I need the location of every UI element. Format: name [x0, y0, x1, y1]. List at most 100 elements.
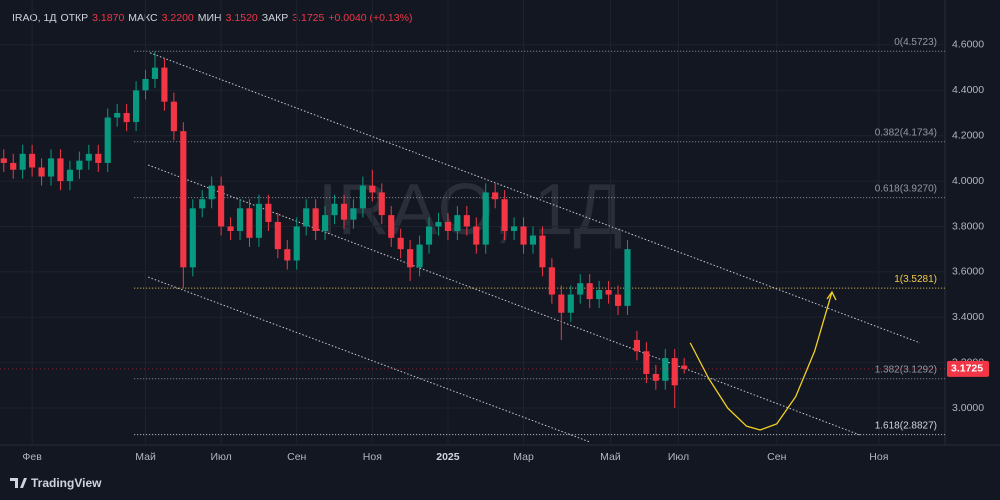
- field-label: МАКС: [128, 12, 158, 24]
- candle-body: [303, 208, 310, 227]
- field-value: 3.1725: [292, 12, 324, 24]
- candle-body: [331, 203, 338, 216]
- candle-body: [293, 226, 300, 261]
- candle-body: [236, 208, 244, 232]
- candle-body: [558, 294, 565, 313]
- last-price-tag: [947, 360, 989, 377]
- candle-body: [265, 203, 272, 222]
- channel-line: [149, 52, 921, 344]
- candle-body: [161, 67, 168, 102]
- x-tick-label: Июл: [668, 451, 689, 463]
- candle-body: [492, 192, 499, 200]
- x-tick-label: Фев: [22, 451, 42, 463]
- candle-body: [10, 162, 17, 170]
- y-tick-label: 4.2000: [952, 129, 984, 141]
- candle-body: [614, 294, 622, 306]
- candle-body: [312, 208, 319, 232]
- y-tick-label: 3.8000: [952, 220, 984, 232]
- candle-body: [170, 101, 177, 132]
- candle-body: [359, 185, 366, 209]
- x-tick-label: Ноя: [869, 451, 888, 463]
- x-tick-label: Сен: [767, 451, 786, 463]
- y-tick-label: 3.6000: [952, 266, 984, 278]
- candle-body: [66, 169, 74, 182]
- fib-label: 0.618(3.9270): [875, 183, 937, 194]
- candle-body: [369, 185, 376, 193]
- projection-arrowhead: [826, 290, 837, 301]
- candle-body: [548, 267, 555, 295]
- fib-label: 0(4.5723): [894, 37, 937, 48]
- candle-body: [199, 199, 206, 209]
- x-tick-label: Май: [135, 451, 156, 463]
- candle-body: [208, 185, 215, 200]
- candle-body: [577, 283, 584, 295]
- candle-body: [463, 215, 470, 227]
- candle-body: [473, 226, 480, 245]
- candle-body: [671, 358, 678, 386]
- candle-body: [482, 192, 489, 245]
- x-tick-label: 2025: [436, 451, 460, 463]
- candle-body: [444, 221, 452, 232]
- field-label: МИН: [198, 12, 222, 24]
- fib-label: 1.618(2.8827): [875, 420, 937, 431]
- candle-body: [586, 283, 593, 300]
- projection-curve: [689, 291, 833, 431]
- candle-body: [633, 339, 641, 352]
- candle-body: [255, 203, 263, 238]
- candle-body: [274, 221, 281, 250]
- candle-body: [652, 373, 659, 381]
- candle-body: [142, 78, 149, 91]
- candle-body: [435, 221, 442, 227]
- candle-body: [322, 215, 329, 232]
- channel-line: [148, 276, 591, 443]
- candle-body: [624, 249, 631, 306]
- candle-body: [38, 167, 45, 177]
- fib-label: 1(3.5281): [894, 274, 937, 285]
- candle-body: [180, 131, 187, 268]
- candle-body: [76, 160, 83, 170]
- candle-body: [681, 365, 688, 369]
- candle-body: [123, 113, 130, 123]
- field-value: 3.2200: [162, 12, 194, 24]
- candle-body: [388, 215, 395, 238]
- candle-body: [29, 153, 36, 168]
- candle-body: [19, 153, 26, 170]
- candle-body: [47, 158, 55, 177]
- x-tick-label: Мар: [513, 451, 534, 463]
- field-value: 3.1520: [226, 12, 258, 24]
- candle-body: [529, 235, 537, 245]
- fib-label: 1.382(3.1292): [875, 364, 937, 375]
- candle-body: [605, 290, 612, 295]
- field-value: 3.1870: [92, 12, 124, 24]
- y-tick-label: 3.0000: [952, 402, 984, 414]
- x-tick-label: Сен: [287, 451, 306, 463]
- candle-body: [407, 249, 414, 268]
- candle-body: [340, 203, 348, 220]
- y-tick-label: 3.4000: [952, 311, 984, 323]
- candle-body: [133, 90, 140, 123]
- candle-body: [511, 226, 518, 232]
- candle-body: [114, 113, 121, 118]
- brand-logo: [10, 478, 27, 488]
- candle-body: [284, 249, 291, 261]
- x-tick-label: Июл: [210, 451, 231, 463]
- candle-body: [397, 237, 404, 250]
- x-tick-label: Ноя: [363, 451, 382, 463]
- change: +0.0040 (+0.13%): [328, 12, 412, 24]
- candle-body: [85, 153, 92, 161]
- field-label: ОТКР: [60, 12, 88, 24]
- candle-body: [246, 208, 253, 238]
- candle-body: [95, 153, 102, 163]
- y-tick-label: 4.6000: [952, 39, 984, 51]
- header: IRAO, 1Д ОТКР 3.1870 МАКС 3.2200 МИН 3.1520 ЗАК…: [12, 12, 412, 24]
- y-tick-label: 4.4000: [952, 84, 984, 96]
- brand: TradingView: [10, 476, 102, 490]
- candle-body: [378, 192, 385, 216]
- symbol: IRAO, 1Д: [12, 12, 56, 24]
- candle-body: [501, 199, 508, 232]
- field-label: ЗАКР: [262, 12, 288, 24]
- last-price-label: 3.1725: [951, 363, 983, 375]
- candle-body: [539, 235, 546, 268]
- candle-body: [350, 208, 357, 220]
